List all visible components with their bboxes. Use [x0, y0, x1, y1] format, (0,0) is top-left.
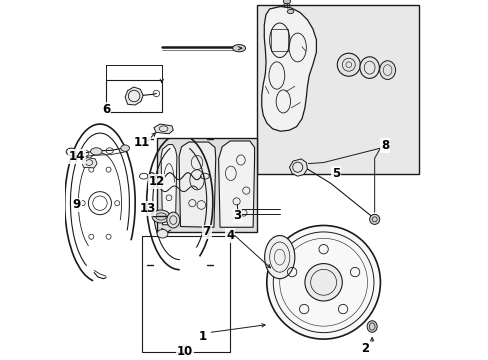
Ellipse shape	[369, 214, 379, 224]
Text: 12: 12	[148, 175, 164, 188]
Polygon shape	[82, 158, 97, 168]
Polygon shape	[261, 6, 316, 131]
Text: 2: 2	[360, 342, 368, 355]
Ellipse shape	[166, 212, 180, 228]
Text: 13: 13	[139, 202, 155, 215]
Text: 1: 1	[199, 330, 207, 343]
Text: 14: 14	[69, 150, 85, 163]
Polygon shape	[154, 124, 173, 134]
Text: 9: 9	[72, 198, 81, 211]
Polygon shape	[289, 159, 307, 176]
Ellipse shape	[283, 0, 290, 4]
Ellipse shape	[90, 148, 102, 155]
Ellipse shape	[264, 235, 294, 279]
Polygon shape	[179, 142, 215, 227]
Polygon shape	[125, 87, 143, 105]
Ellipse shape	[287, 9, 293, 14]
Text: 7: 7	[202, 225, 210, 238]
Ellipse shape	[359, 57, 379, 78]
Text: 6: 6	[102, 103, 110, 116]
Text: 3: 3	[233, 209, 241, 222]
Ellipse shape	[232, 45, 245, 52]
Polygon shape	[218, 141, 254, 227]
Ellipse shape	[305, 264, 342, 301]
Ellipse shape	[157, 229, 167, 238]
Bar	[142, 235, 230, 352]
Ellipse shape	[366, 321, 376, 332]
Ellipse shape	[152, 210, 170, 223]
Text: 8: 8	[380, 139, 388, 152]
Ellipse shape	[337, 53, 360, 76]
Ellipse shape	[66, 148, 76, 156]
Text: 5: 5	[331, 167, 340, 180]
Ellipse shape	[266, 225, 380, 339]
Bar	[157, 139, 257, 232]
Bar	[257, 5, 418, 174]
Text: 11: 11	[134, 136, 150, 149]
Text: 4: 4	[225, 229, 234, 242]
Bar	[106, 80, 162, 112]
Text: 10: 10	[177, 345, 193, 358]
Polygon shape	[161, 145, 177, 225]
Ellipse shape	[121, 145, 129, 152]
Ellipse shape	[379, 61, 395, 80]
